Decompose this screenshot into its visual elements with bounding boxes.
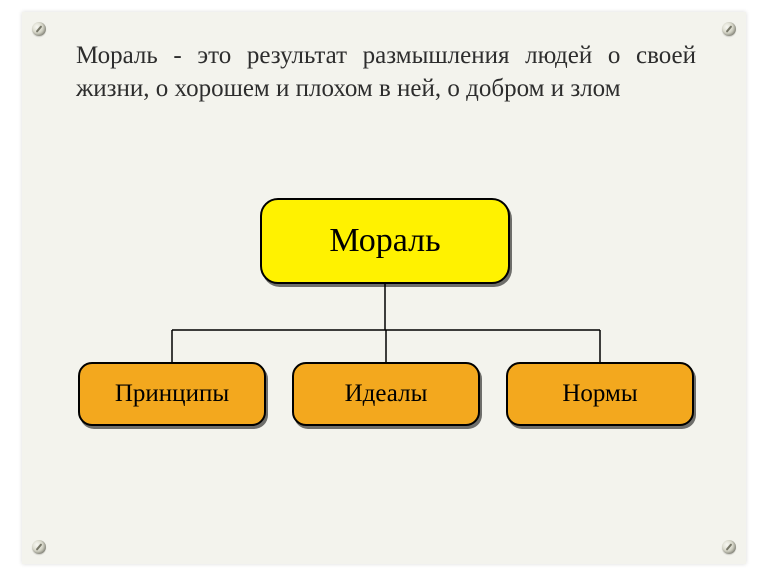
child-node-label: Принципы (115, 380, 229, 408)
root-node-morality: Мораль (260, 198, 510, 284)
stage: Мораль - это результат размышления людей… (0, 0, 768, 576)
child-node-label: Нормы (562, 380, 637, 408)
child-node-label: Идеалы (345, 380, 428, 408)
tree-connectors (0, 0, 768, 576)
root-node-label: Мораль (329, 222, 440, 260)
child-node-norms: Нормы (506, 362, 694, 426)
child-node-ideals: Идеалы (292, 362, 480, 426)
child-node-principles: Принципы (78, 362, 266, 426)
